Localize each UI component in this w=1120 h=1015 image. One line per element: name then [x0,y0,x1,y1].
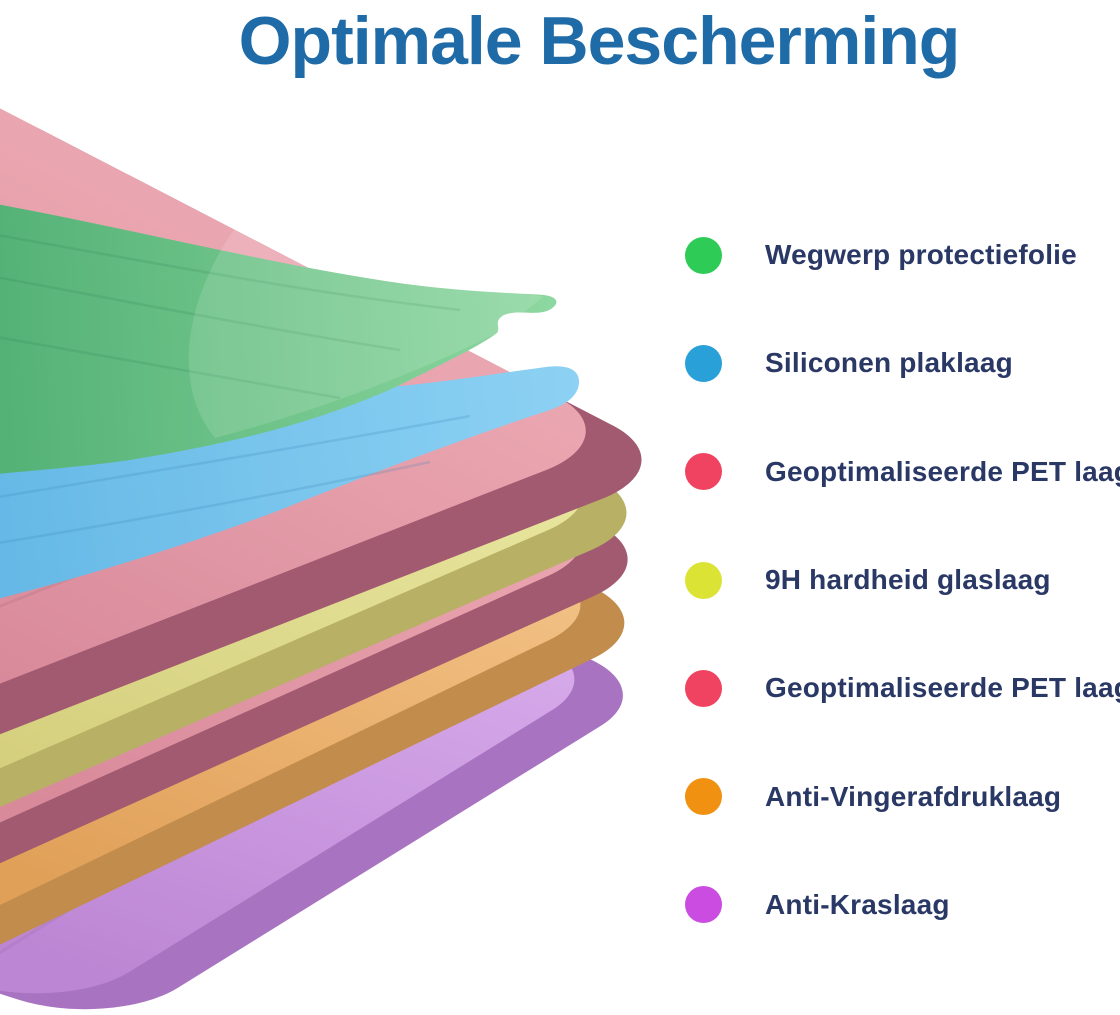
legend-label: Geoptimaliseerde PET laag [765,455,1120,487]
blue-dot-icon [685,344,722,382]
red-dot-icon [685,453,722,491]
legend-label: Anti-Kraslaag [765,888,950,920]
legend-item-anti-vingerafdruklaag: Anti-Vingerafdruklaag [685,742,1115,850]
legend-item-pet-laag-onder: Geoptimaliseerde PET laag [685,634,1120,742]
legend-item-pet-laag-boven: Geoptimaliseerde PET laag [685,418,1120,526]
layer-wegwerp-protectiefolie [0,204,557,474]
orange-dot-icon [685,778,722,816]
legend-label: Geoptimaliseerde PET laag [765,672,1120,704]
legend-item-wegwerp-protectiefolie: Wegwerp protectiefolie [685,201,1115,309]
legend-item-siliconen-plaklaag: Siliconen plaklaag [685,309,1115,417]
yellow-dot-icon [685,561,722,599]
legend-label: Siliconen plaklaag [765,347,1013,379]
magenta-dot-icon [685,886,722,924]
legend: Wegwerp protectiefolie Siliconen plaklaa… [685,201,1120,959]
legend-item-anti-kraslaag: Anti-Kraslaag [685,851,1115,959]
legend-label: Wegwerp protectiefolie [765,239,1077,271]
page-title: Optimale Bescherming [238,3,961,79]
red-dot-icon [685,669,722,707]
legend-label: 9H hardheid glaslaag [765,564,1051,596]
legend-label: Anti-Vingerafdruklaag [765,780,1062,812]
green-dot-icon [685,236,722,274]
legend-item-glaslaag: 9H hardheid glaslaag [685,526,1115,634]
